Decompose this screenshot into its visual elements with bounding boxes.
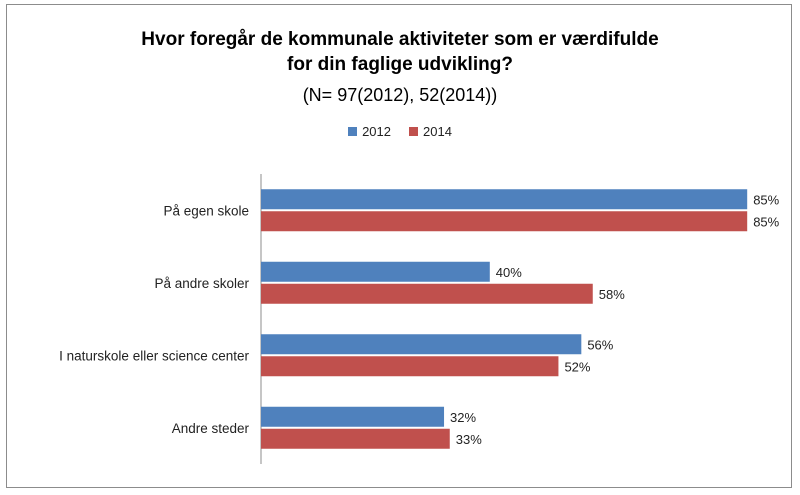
bar-2012 bbox=[261, 261, 490, 282]
legend-label-2012: 2012 bbox=[362, 124, 391, 139]
legend-item-2014: 2014 bbox=[409, 124, 452, 139]
bar-2014 bbox=[261, 211, 748, 232]
legend-swatch-2012 bbox=[348, 127, 358, 136]
category-label: I naturskole eller science center bbox=[59, 348, 249, 363]
chart-title-line1: Hvor foregår de kommunale aktiviteter so… bbox=[141, 29, 659, 50]
legend-swatch-2014 bbox=[409, 127, 418, 136]
data-label-2012: 32% bbox=[450, 410, 476, 425]
category-label: På egen skole bbox=[163, 203, 249, 218]
bar-2012 bbox=[261, 334, 582, 355]
data-label-2014: 85% bbox=[753, 214, 779, 229]
chart-subtitle: (N= 97(2012), 52(2014)) bbox=[302, 85, 498, 105]
legend-item-2012: 2012 bbox=[348, 124, 391, 139]
bar-2014 bbox=[261, 428, 450, 449]
chart-legend: 2012 2014 bbox=[7, 124, 793, 139]
bar-2012 bbox=[261, 189, 748, 210]
category-label: På andre skoler bbox=[154, 276, 249, 291]
category-label: Andre steder bbox=[172, 421, 250, 436]
data-label-2014: 58% bbox=[599, 287, 625, 302]
bar-2014 bbox=[261, 356, 559, 377]
data-label-2012: 40% bbox=[496, 265, 522, 280]
legend-label-2014: 2014 bbox=[423, 124, 452, 139]
bar-2014 bbox=[261, 283, 593, 304]
chart-title: Hvor foregår de kommunale aktiviteter so… bbox=[7, 27, 793, 77]
data-label-2012: 56% bbox=[587, 337, 613, 352]
chart-title-line2: for din faglige udvikling? bbox=[287, 54, 513, 75]
data-label-2012: 85% bbox=[753, 192, 779, 207]
data-label-2014: 52% bbox=[564, 359, 590, 374]
data-label-2014: 33% bbox=[456, 432, 482, 447]
bar-2012 bbox=[261, 406, 445, 427]
